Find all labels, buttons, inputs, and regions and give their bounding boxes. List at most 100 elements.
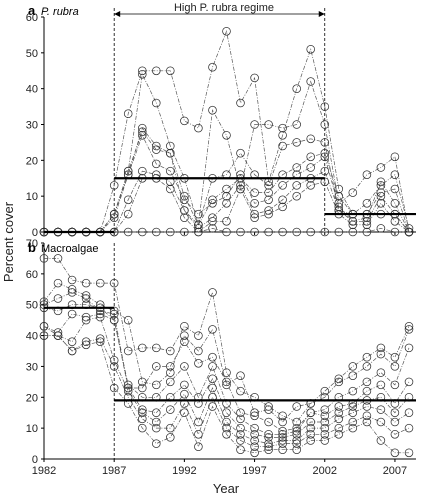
panel-b-data-point [404, 325, 414, 334]
x-tick-label: 2002 [313, 465, 337, 477]
panel-a-series-line-5 [44, 170, 410, 233]
panel-b-data-point [306, 423, 315, 433]
panel-b-data-point [236, 430, 245, 439]
panel-b-data-point [236, 436, 245, 445]
panel-b-data-point [264, 433, 273, 442]
panel-b-data-point [222, 417, 231, 427]
panel-b-series-line-5 [44, 316, 410, 444]
panel-b-data-point [334, 430, 344, 439]
panel-b-data-point [152, 362, 161, 371]
panel-b-data-point [348, 371, 358, 380]
panel-b-data-point [109, 356, 119, 365]
panel-a-data-point [236, 227, 245, 237]
panel-b-data-point [306, 408, 315, 417]
panel-a-data-point [292, 138, 301, 147]
panel-b-y-tick-label: 50 [26, 300, 38, 312]
panel-a-data-point [208, 105, 217, 115]
panel-a-data-point [292, 120, 301, 129]
panel-a-data-point [306, 77, 315, 86]
panel-b-data-point [208, 352, 217, 362]
panel-a-data-point [390, 184, 400, 194]
panel-b-data-point [292, 426, 301, 436]
panel-a-data-point [264, 227, 273, 237]
panel-a-data-point [180, 213, 189, 222]
panel-a-data-point [404, 227, 414, 237]
panel-a-letter: a [28, 3, 36, 18]
panel-b-data-point [320, 386, 330, 396]
panel-b-data-point [109, 383, 119, 393]
panel-a-data-point [208, 217, 217, 226]
panel-b-data-point [278, 430, 287, 439]
panel-a-data-point [222, 184, 231, 194]
panel-b-data-point [180, 331, 189, 340]
panel-b-data-point [67, 288, 77, 297]
panel-b-data-point [166, 405, 175, 414]
panel-b-data-point [166, 433, 175, 442]
panel-b-data-point [208, 362, 217, 371]
panel-b-data-point [264, 417, 273, 427]
panel-b-data-point [222, 380, 231, 390]
panel-a-data-point [334, 191, 344, 201]
panel-b-data-point [194, 417, 203, 427]
panel-b-data-point [67, 346, 77, 356]
panel-b-data-point [81, 337, 91, 346]
panel-b-data-point [334, 408, 344, 417]
x-tick-label: 1997 [242, 465, 266, 477]
panel-a-data-point [236, 148, 245, 158]
panel-b-data-point [208, 374, 217, 384]
panel-a-data-point [376, 191, 386, 201]
panel-a-data-point [306, 45, 315, 54]
panel-a-data-point [306, 227, 315, 237]
panel-a-data-point [306, 163, 315, 172]
panel-b-data-point [81, 278, 91, 288]
panel-a-data-point [306, 152, 315, 162]
panel-a-data-point [278, 141, 287, 151]
panel-a-data-point [222, 191, 231, 201]
panel-b-data-point [362, 352, 372, 362]
panel-b-data-point [292, 402, 301, 411]
panel-b-data-point [194, 442, 203, 451]
panel-a-data-point [376, 181, 386, 190]
panel-b-data-point [39, 254, 49, 263]
panel-b-data-point [334, 414, 344, 424]
panel-a-data-point [278, 181, 287, 190]
panel-a-data-point [109, 213, 119, 222]
panel-b-data-point [362, 362, 372, 371]
panel-b-data-point [250, 448, 259, 458]
panel-a-data-point [194, 209, 203, 219]
panel-a-y-tick-label: 20 [26, 155, 38, 167]
panel-b-data-point [292, 436, 301, 445]
panel-b-data-point [109, 315, 119, 325]
panel-b-data-point [404, 408, 414, 417]
panel-b: b Macroalgae 0 10 20 30 40 50 60 70 1982 1987 1992… [26, 238, 416, 477]
panel-a-data-point [390, 170, 400, 179]
panel-b-data-point [194, 359, 203, 368]
panel-b-data-point [138, 383, 147, 393]
panel-b-data-point [376, 436, 386, 445]
panel-b-series-line-4 [43, 313, 410, 438]
panel-a-data-point [208, 224, 217, 233]
panel-a-data-point [222, 217, 231, 226]
panel-b-data-point [180, 380, 189, 390]
panel-a-data-point [320, 166, 330, 176]
panel-a-data-point [292, 191, 301, 201]
panel-b-data-point [334, 377, 344, 387]
panel-b-data-point [250, 408, 259, 417]
panel-b-data-point [362, 411, 372, 421]
panel-a-data-point [123, 209, 133, 219]
panel-a-series-line-3 [44, 130, 410, 233]
panel-b-data-point [320, 430, 330, 439]
panel-b-data-point [53, 278, 63, 288]
panel-b-data-point [250, 430, 259, 439]
panel-b-data-point [180, 408, 189, 417]
panel-b-y-tick-label: 10 [26, 423, 38, 435]
panel-b-data-point [264, 442, 273, 451]
panel-a: a P. rubra High P. rubra regime 0 10 20 30 4… [26, 2, 416, 239]
panel-b-data-point [264, 402, 273, 411]
panel-a-data-point [166, 166, 175, 176]
panel-b-data-point [81, 294, 91, 303]
panel-b-data-point [264, 445, 273, 454]
panel-a-data-point [194, 123, 203, 133]
panel-a-data-point [390, 199, 400, 208]
